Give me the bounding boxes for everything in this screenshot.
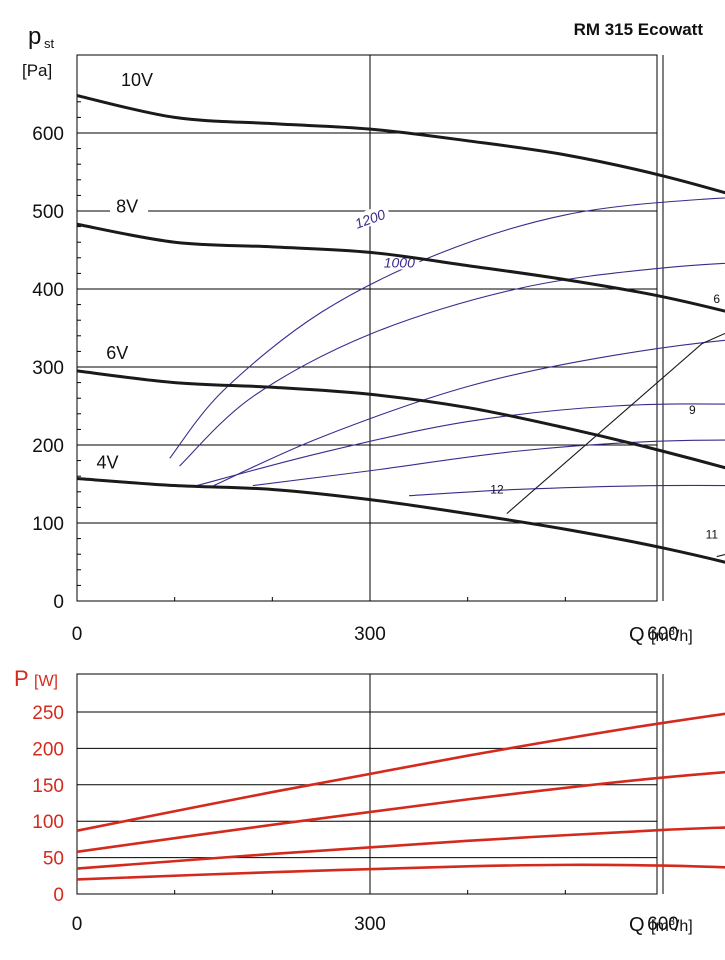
pressure-y-tick-label: 400 — [32, 280, 64, 301]
pressure-curve-10V — [76, 94, 725, 195]
pressure-y-label: p — [28, 23, 41, 50]
efficiency-curve-1200 — [169, 197, 725, 459]
pressure-curve-label-8V: 8V — [116, 197, 138, 217]
pressure-x-tick-label: 600 — [647, 624, 679, 645]
pressure-y-tick-label: 200 — [32, 436, 64, 457]
pressure-curve-label-10V: 10V — [121, 70, 153, 90]
curve-label-bg — [100, 341, 139, 364]
operating-point-label-12: 12 — [490, 482, 504, 496]
pressure-curve-8V — [76, 222, 725, 313]
power-curve-4V — [76, 863, 725, 881]
curve-label-bg — [114, 68, 153, 91]
power-y-tick-label: 200 — [32, 739, 64, 760]
pressure-x-tick-label: 300 — [354, 624, 386, 645]
efficiency-curve-400 — [409, 484, 725, 497]
pressure-curve-label-6V: 6V — [106, 343, 128, 363]
power-x-tick-label: 0 — [72, 914, 83, 935]
pressure-x-label: Q — [629, 624, 645, 646]
power-y-unit: [W] — [34, 673, 58, 690]
power-y-tick-label: 50 — [43, 849, 64, 870]
efficiency-label-bg — [348, 203, 392, 233]
pressure-x-tick-label: 0 — [72, 624, 83, 645]
pressure-y-tick-label: 100 — [32, 514, 64, 535]
power-y-tick-label: 150 — [32, 776, 64, 797]
power-x-tick-label: 600 — [647, 914, 679, 935]
system-line-2 — [506, 332, 725, 515]
power-curve-10V — [76, 712, 725, 832]
operating-point-label-11: 11 — [706, 528, 719, 542]
operating-point-label-9: 9 — [689, 403, 696, 417]
power-curve-8V — [76, 770, 725, 854]
curve-label-bg — [110, 194, 149, 217]
pressure-y-tick-label: 500 — [32, 202, 64, 223]
efficiency-curve-500 — [252, 439, 725, 487]
efficiency-label-1000: 1000 — [384, 254, 415, 270]
power-plot-frame — [76, 673, 658, 895]
power-x-unit: [m3/h] — [651, 916, 693, 935]
pressure-y-unit: [Pa] — [22, 61, 52, 80]
chart-title: RM 315 Ecowatt — [573, 20, 703, 39]
pressure-y-tick-label: 300 — [32, 358, 64, 379]
efficiency-curve-600 — [194, 403, 725, 487]
efficiency-curve-1000 — [179, 262, 725, 467]
curve-label-bg — [90, 450, 129, 473]
power-y-tick-label: 0 — [53, 885, 64, 906]
pressure-y-tick-label: 0 — [53, 592, 64, 613]
pressure-curve-label-4V: 4V — [97, 452, 119, 472]
pressure-x-unit: [m3/h] — [651, 626, 693, 645]
pressure-curve-4V — [76, 477, 725, 564]
power-y-tick-label: 100 — [32, 812, 64, 833]
power-x-label: Q — [629, 914, 645, 936]
power-x-tick-label: 300 — [354, 914, 386, 935]
efficiency-curve-800 — [213, 339, 725, 487]
pressure-plot-frame — [76, 54, 658, 602]
pressure-curve-6V — [76, 369, 725, 470]
operating-point-label-6: 6 — [713, 292, 720, 306]
pressure-y-tick-label: 600 — [32, 124, 64, 145]
power-y-label: P — [14, 666, 29, 691]
pressure-y-label-sub: st — [44, 36, 55, 51]
power-y-tick-label: 250 — [32, 703, 64, 724]
power-curve-6V — [76, 826, 725, 870]
